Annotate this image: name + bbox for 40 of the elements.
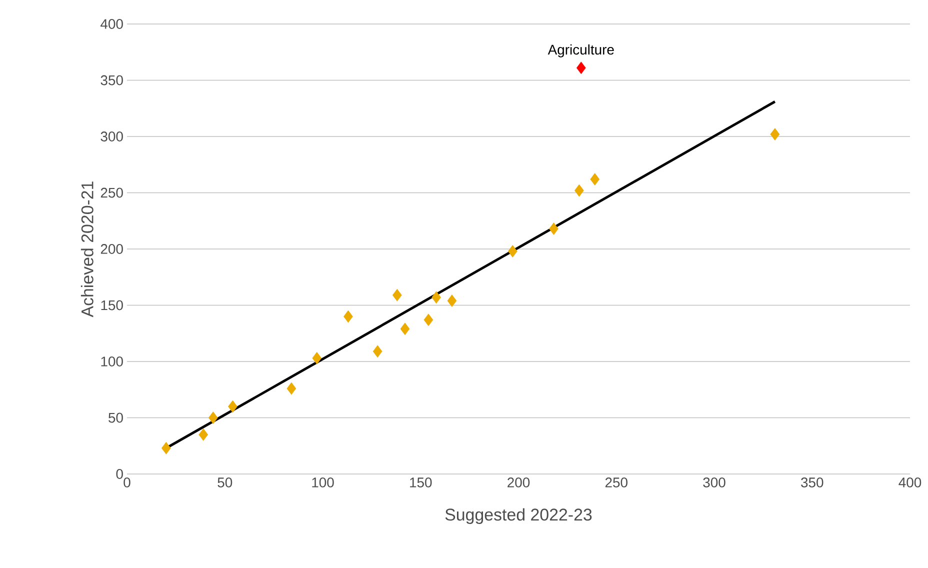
point [286, 382, 296, 395]
point [574, 184, 584, 197]
point [392, 288, 402, 302]
y-tick-label: 400 [100, 19, 123, 29]
x-tick-label: 150 [410, 478, 432, 488]
x-tick-label: 100 [312, 478, 334, 488]
y-tick-label: 350 [100, 75, 123, 86]
point [344, 310, 353, 323]
x-tick-label: 200 [508, 478, 530, 488]
point [228, 400, 238, 413]
x-axis-title: Suggested 2022-23 [445, 508, 592, 524]
point [400, 322, 410, 336]
point [770, 128, 780, 140]
point [161, 442, 171, 454]
y-tick-label: 300 [100, 132, 123, 142]
point [590, 173, 600, 186]
point [424, 314, 434, 326]
y-tick-label: 250 [100, 188, 123, 198]
point [549, 222, 558, 235]
point [372, 345, 382, 358]
y-tick-label: 150 [101, 300, 123, 310]
point [312, 352, 322, 364]
x-tick-label: 400 [898, 478, 922, 488]
x-tick-label: 0 [124, 478, 130, 488]
y-tick-label: 50 [108, 412, 123, 423]
y-axis-title: Achieved 2020-21 [80, 182, 94, 318]
y-tick-label: 0 [116, 469, 123, 479]
y-tick-label: 100 [101, 356, 123, 366]
x-tick-label: 300 [703, 478, 726, 488]
x-tick-label: 350 [801, 478, 824, 488]
point [208, 412, 218, 424]
x-tick-label: 250 [605, 478, 628, 488]
point [447, 294, 457, 307]
point [508, 245, 518, 258]
point [576, 62, 586, 74]
point [432, 291, 441, 304]
annotation: Agriculture [548, 44, 614, 58]
x-tick-label: 50 [218, 478, 232, 488]
point [198, 428, 208, 441]
y-tick-label: 200 [100, 244, 123, 254]
